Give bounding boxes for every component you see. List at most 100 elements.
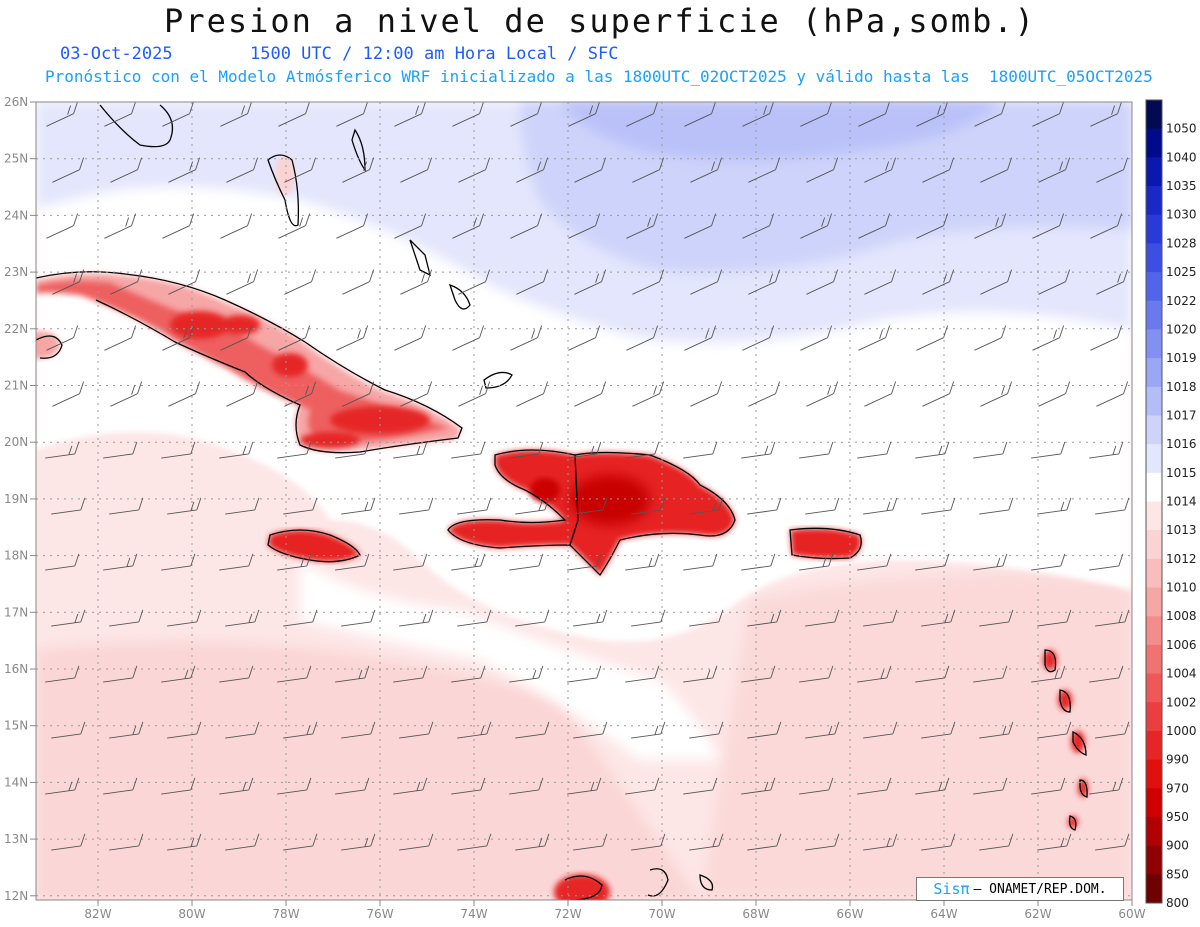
colorbar-swatch [1146,587,1162,617]
wind-barb [625,441,660,459]
wind-barb [278,213,311,239]
wind-barb [1096,157,1129,183]
wind-barb [568,325,601,351]
wind-barb [226,381,259,407]
wind-barb [458,157,491,183]
lat-label: 20N [4,435,28,449]
wind-barb [1037,833,1072,851]
colorbar-label: 1028 [1166,236,1197,250]
colorbar-label: 1019 [1166,351,1197,365]
wind-barb [1095,497,1130,515]
colorbar-label: 1002 [1166,695,1197,709]
wind-barb [858,325,891,351]
lat-labels: 26N 25N 24N 23N 22N 21N 20N 19N 18N 17N 16N 15N 14N 1… [4,95,36,903]
lat-label: 13N [4,832,28,846]
wind-barb [1096,381,1129,407]
wind-barb [278,102,310,127]
colorbar-swatch [1146,100,1162,130]
wind-barb [393,441,428,459]
lat-label: 14N [4,775,28,789]
wind-barb [683,553,718,571]
wind-barb [226,269,259,295]
wind-barb [452,102,484,127]
wind-barb [45,441,80,459]
wind-barb [974,213,1007,239]
wind-barb [1038,157,1071,183]
wind-barb [1095,721,1130,739]
colorbar-label: 970 [1166,781,1189,795]
wind-barb [104,102,136,127]
lon-label: 62W [1024,907,1051,921]
colorbar-label: 1010 [1166,581,1197,595]
wind-barb [980,157,1013,183]
wind-barb [277,553,312,571]
wind-barb [973,441,1008,459]
wind-barb [742,325,775,351]
wind-barb [104,325,137,351]
wind-barb [510,102,542,127]
wind-barb [162,213,195,239]
wind-barb [515,497,550,515]
wind-barb [341,609,376,627]
wind-barb [799,553,834,571]
wind-barb [747,721,782,739]
wind-barb [683,441,718,459]
colorbar-swatch [1146,759,1162,789]
wind-barb [858,102,890,127]
wind-barb [742,213,775,239]
wind-barb [516,157,549,183]
colorbar-label: 1050 [1166,122,1197,136]
colorbar-swatch [1146,530,1162,560]
wind-barb [457,721,492,739]
wind-barb [277,441,312,459]
map-area [36,102,1132,900]
colorbar-label: 1022 [1166,294,1197,308]
wind-barb [161,665,196,683]
wind-barb [335,777,370,795]
map-frame [35,101,1133,901]
wind-barb [52,381,85,407]
cuba [36,273,462,452]
lat-label: 26N [4,95,28,109]
lon-label: 78W [272,907,299,921]
colorbar-swatch [1146,702,1162,732]
colorbar-label: 1035 [1166,179,1197,193]
lat-label: 15N [4,719,28,733]
wind-barb [167,833,202,851]
wind-barb [973,777,1008,795]
wind-barb [625,665,660,683]
wind-barb [973,665,1008,683]
wind-barb [1031,553,1066,571]
colorbar-label: 800 [1166,896,1189,910]
colorbar-swatch [1146,243,1162,273]
wind-barb [515,721,550,739]
wind-barb [922,157,955,183]
wind-barb [335,665,370,683]
wind-barb [979,497,1014,515]
wind-barb [863,833,898,851]
wind-barb [400,381,433,407]
wind-barb [510,213,543,239]
wind-barb [567,665,602,683]
wind-barb [220,102,252,127]
wind-barb [631,609,666,627]
wind-barb [574,157,607,183]
wind-barb [805,609,840,627]
wind-barb [162,325,195,351]
wind-barb [805,497,840,515]
colorbar-swatch [1146,444,1162,474]
wind-barb [1032,213,1065,239]
wind-barb [742,102,774,127]
wind-barb [922,381,955,407]
wind-barb [857,665,892,683]
wind-barb [342,381,375,407]
wind-barb [1090,213,1123,239]
wind-barb [509,441,544,459]
wind-barb [103,441,138,459]
wind-barb [109,609,144,627]
colorbar-label: 1004 [1166,667,1197,681]
lon-label: 80W [178,907,205,921]
wind-barb [863,609,898,627]
wind-barb [689,833,724,851]
colorbar-label: 1006 [1166,638,1197,652]
